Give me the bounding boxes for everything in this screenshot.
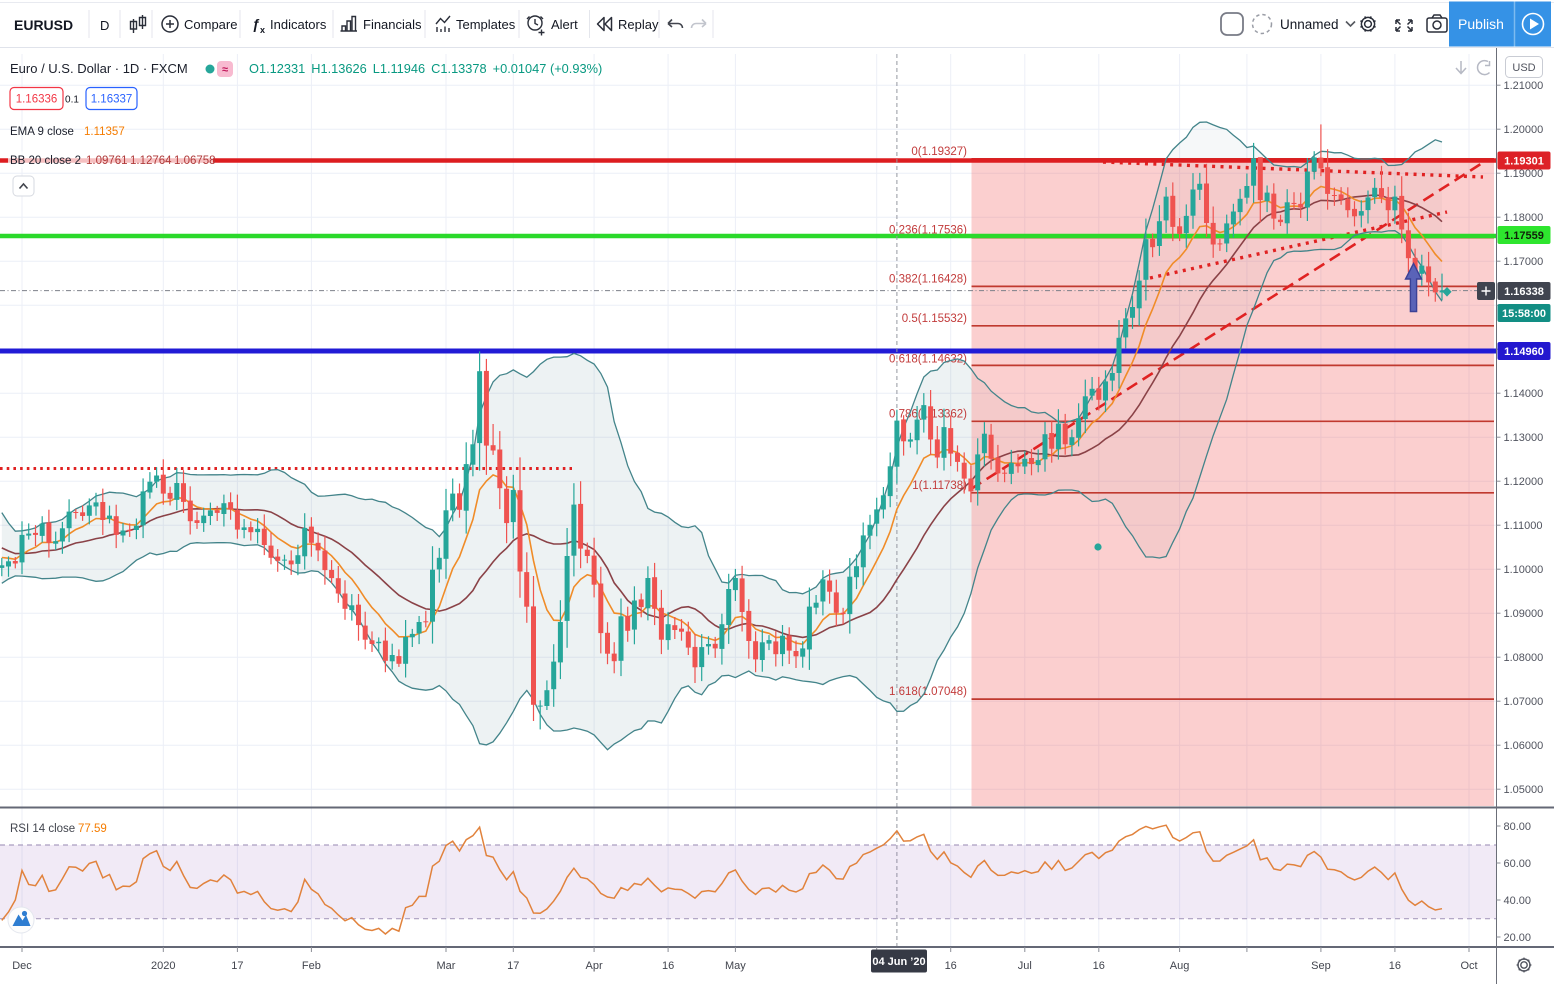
svg-text:Aug: Aug: [1170, 960, 1190, 972]
svg-text:USD: USD: [1512, 62, 1535, 74]
svg-text:20.00: 20.00: [1504, 932, 1532, 944]
svg-text:1.17559: 1.17559: [1504, 230, 1544, 242]
svg-text:1.16338: 1.16338: [1504, 286, 1544, 298]
svg-text:1.618(1.07048): 1.618(1.07048): [889, 686, 967, 698]
svg-text:16: 16: [1389, 960, 1401, 972]
svg-text:EMA 9 close: EMA 9 close: [10, 126, 74, 138]
svg-text:Compare: Compare: [184, 17, 237, 32]
svg-text:Jul: Jul: [1018, 960, 1032, 972]
svg-text:1.12000: 1.12000: [1504, 476, 1544, 488]
svg-text:0.1: 0.1: [65, 95, 79, 106]
svg-text:x: x: [260, 25, 265, 35]
svg-text:17: 17: [231, 960, 243, 972]
svg-text:0.236(1.17536): 0.236(1.17536): [889, 225, 967, 237]
svg-text:Feb: Feb: [302, 960, 321, 972]
svg-text:Indicators: Indicators: [270, 17, 327, 32]
svg-text:1.06758: 1.06758: [174, 155, 216, 167]
svg-text:0.5(1.15532): 0.5(1.15532): [902, 313, 967, 325]
svg-text:16: 16: [945, 960, 957, 972]
svg-text:Unnamed: Unnamed: [1280, 17, 1339, 32]
svg-text:1.08000: 1.08000: [1504, 652, 1544, 664]
svg-text:≈: ≈: [222, 64, 228, 76]
svg-text:1.10000: 1.10000: [1504, 564, 1544, 576]
svg-text:1.13000: 1.13000: [1504, 432, 1544, 444]
svg-text:Sep: Sep: [1311, 960, 1331, 972]
svg-text:EURUSD: EURUSD: [14, 17, 73, 33]
svg-text:40.00: 40.00: [1504, 895, 1532, 907]
svg-text:1.11357: 1.11357: [84, 126, 125, 138]
svg-text:Alert: Alert: [551, 17, 578, 32]
svg-text:1.16337: 1.16337: [91, 94, 133, 106]
svg-text:1.11000: 1.11000: [1504, 520, 1543, 532]
svg-text:Mar: Mar: [437, 960, 456, 972]
svg-text:Financials: Financials: [363, 17, 422, 32]
svg-text:Oct: Oct: [1460, 960, 1477, 972]
svg-text:Publish: Publish: [1458, 16, 1504, 32]
svg-text:1.21000: 1.21000: [1504, 80, 1544, 92]
svg-text:1.06000: 1.06000: [1504, 740, 1544, 752]
svg-text:80.00: 80.00: [1504, 821, 1532, 833]
svg-text:BB 20 close 2: BB 20 close 2: [10, 155, 81, 167]
svg-text:1.05000: 1.05000: [1504, 784, 1544, 796]
svg-text:1.09000: 1.09000: [1504, 608, 1544, 620]
svg-text:Templates: Templates: [456, 17, 516, 32]
svg-text:04 Jun ’20: 04 Jun ’20: [872, 956, 925, 968]
svg-text:Dec: Dec: [12, 960, 32, 972]
svg-text:1.14000: 1.14000: [1504, 388, 1544, 400]
svg-text:77.59: 77.59: [78, 823, 107, 835]
svg-text:RSI 14 close: RSI 14 close: [10, 823, 75, 835]
svg-text:Euro / U.S. Dollar · 1D · FXCM: Euro / U.S. Dollar · 1D · FXCM: [10, 61, 188, 76]
svg-text:May: May: [725, 960, 746, 972]
svg-text:1(1.11738): 1(1.11738): [912, 480, 967, 492]
svg-text:0.382(1.16428): 0.382(1.16428): [889, 273, 967, 285]
svg-text:1.17000: 1.17000: [1504, 256, 1544, 268]
svg-text:1.07000: 1.07000: [1504, 696, 1544, 708]
svg-text:0.618(1.14632): 0.618(1.14632): [889, 353, 967, 365]
svg-text:0.786(1.13362): 0.786(1.13362): [889, 408, 967, 420]
svg-text:60.00: 60.00: [1504, 858, 1532, 870]
svg-text:1.20000: 1.20000: [1504, 124, 1544, 136]
svg-text:16: 16: [662, 960, 674, 972]
svg-text:Replay: Replay: [618, 17, 659, 32]
svg-text:1.09761: 1.09761: [86, 155, 128, 167]
svg-text:17: 17: [507, 960, 519, 972]
svg-text:1.12764: 1.12764: [130, 155, 172, 167]
svg-text:ƒ: ƒ: [252, 16, 260, 32]
svg-text:16: 16: [1093, 960, 1105, 972]
svg-text:1.14960: 1.14960: [1504, 346, 1544, 358]
svg-text:1.18000: 1.18000: [1504, 212, 1544, 224]
svg-text:Apr: Apr: [586, 960, 603, 972]
svg-text:1.19301: 1.19301: [1504, 156, 1544, 168]
svg-text:D: D: [100, 18, 109, 33]
svg-text:2020: 2020: [151, 960, 175, 972]
svg-text:1.16336: 1.16336: [16, 94, 58, 106]
svg-text:0(1.19327): 0(1.19327): [911, 146, 967, 158]
svg-text:15:58:00: 15:58:00: [1502, 308, 1546, 320]
svg-text:1.19000: 1.19000: [1504, 168, 1544, 180]
